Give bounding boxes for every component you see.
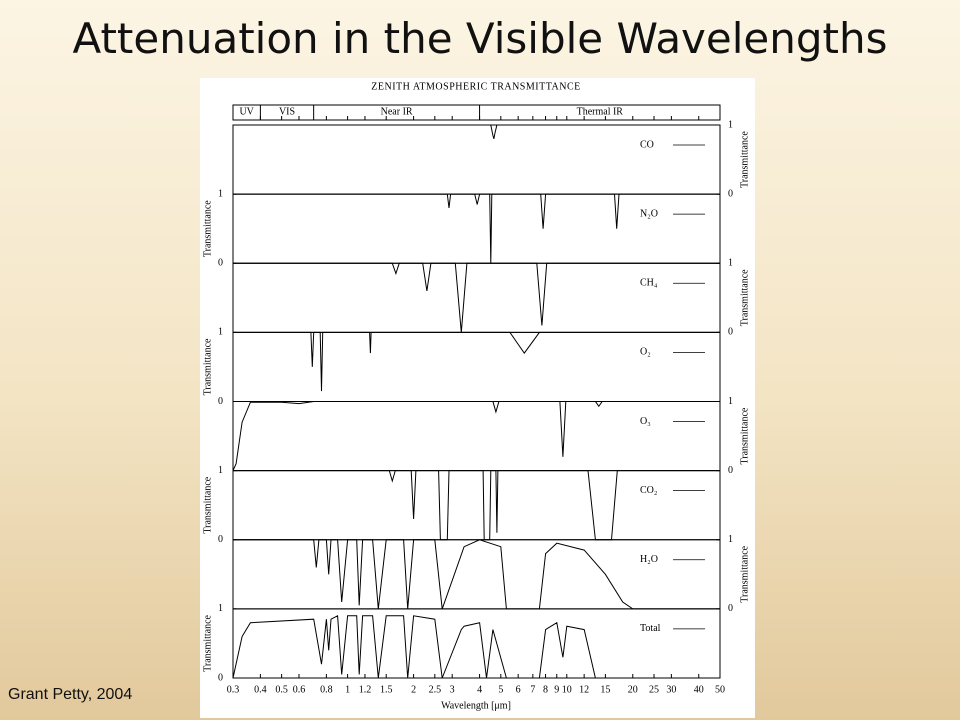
y-tick-label: 1 [218,603,223,614]
y-tick-label: 1 [218,327,223,338]
y-tick-label: 0 [728,188,733,199]
y-axis-label: Transmittance [202,338,213,395]
x-tick-label: 2.5 [429,684,442,695]
x-tick-label: 10 [562,684,572,695]
legend-label: CO [640,139,654,150]
y-tick-label: 1 [728,534,733,545]
chart-title: ZENITH ATMOSPHERIC TRANSMITTANCE [371,81,580,92]
y-axis-label: Transmittance [202,200,213,257]
y-tick-label: 1 [728,396,733,407]
x-tick-label: 1.2 [359,684,372,695]
transmittance-curve [233,331,720,392]
transmittance-curve [233,124,720,139]
x-tick-label: 20 [628,684,638,695]
x-tick-label: 0.5 [275,684,288,695]
x-tick-label: 1.5 [380,684,393,695]
y-tick-label: 1 [728,258,733,269]
band-label: UV [239,106,254,117]
y-axis-label: Transmittance [739,269,750,326]
transmittance-curve [232,401,720,471]
transmittance-curve [232,615,720,679]
legend-label: CO₂ [640,485,657,496]
y-tick-label: 1 [218,465,223,476]
legend-label: H₂O [640,554,658,565]
y-tick-label: 1 [728,119,733,130]
y-axis-label: Transmittance [202,614,213,671]
credit: Grant Petty, 2004 [8,686,133,703]
panel-frame [232,608,721,679]
x-tick-label: 4 [477,684,482,695]
y-tick-label: 1 [218,188,223,199]
legend-label: O₃ [640,416,651,427]
figure-background [200,78,755,718]
slide-title: Attenuation in the Visible Wavelengths [72,14,888,63]
legend-label: Total [640,623,661,634]
legend-label: N₂O [640,208,658,219]
y-tick-label: 0 [728,603,733,614]
y-tick-label: 0 [218,258,223,269]
x-tick-label: 0.3 [227,684,240,695]
x-tick-label: 3 [450,684,455,695]
x-tick-label: 5 [498,684,503,695]
x-tick-label: 0.8 [320,684,333,695]
x-tick-label: 50 [715,684,725,695]
x-tick-label: 0.6 [293,684,306,695]
transmittance-curve [233,539,720,610]
x-tick-label: 9 [554,684,559,695]
y-tick-label: 0 [218,396,223,407]
legend-label: CH₄ [640,278,658,289]
y-tick-label: 0 [218,534,223,545]
x-axis-label: Wavelength [μm] [441,700,511,711]
x-tick-label: 30 [666,684,676,695]
band-label: Thermal IR [577,106,624,117]
x-tick-label: 0.4 [254,684,267,695]
transmittance-curve [233,193,720,264]
transmittance-curve [233,470,720,541]
y-tick-label: 0 [218,672,223,683]
y-tick-label: 0 [728,327,733,338]
x-tick-label: 25 [649,684,659,695]
x-tick-label: 6 [516,684,521,695]
x-tick-label: 7 [530,684,535,695]
y-axis-label: Transmittance [739,131,750,188]
band-label: VIS [279,106,295,117]
legend-label: O₂ [640,347,651,358]
x-tick-label: 15 [600,684,610,695]
y-tick-label: 0 [728,465,733,476]
transmittance-curve [233,262,720,333]
x-tick-label: 40 [694,684,704,695]
y-axis-label: Transmittance [739,407,750,464]
band-label: Near IR [381,106,413,117]
x-tick-label: 12 [579,684,589,695]
x-tick-label: 8 [543,684,548,695]
x-tick-label: 2 [411,684,416,695]
x-tick-label: 1 [345,684,350,695]
y-axis-label: Transmittance [202,476,213,533]
y-axis-label: Transmittance [739,545,750,602]
